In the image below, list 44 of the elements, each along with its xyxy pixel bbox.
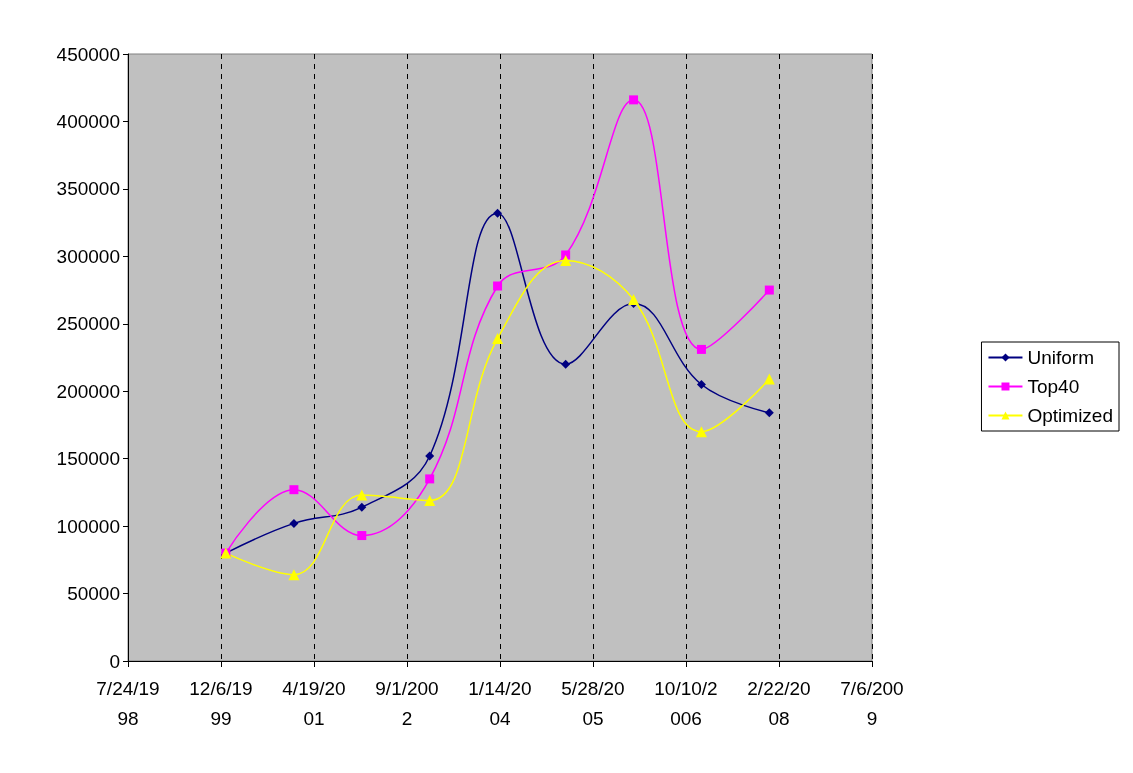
- y-tick-label: 400000: [56, 110, 120, 132]
- point: [493, 281, 503, 291]
- point: [492, 333, 504, 345]
- y-tick-label: 150000: [56, 448, 120, 470]
- point: [763, 373, 775, 385]
- y-tick-label: 300000: [56, 245, 120, 267]
- legend-label: Uniform: [1027, 347, 1094, 368]
- y-tick-label: 450000: [56, 43, 120, 65]
- legend-label: Optimized: [1027, 405, 1113, 426]
- point: [696, 379, 706, 389]
- y-tick-label: 250000: [56, 313, 120, 335]
- x-tick-label: 1/14/2004: [468, 677, 532, 729]
- point: [695, 426, 707, 438]
- x-tick-label: 10/10/2006: [654, 677, 718, 729]
- point: [764, 285, 774, 295]
- y-tick-label: 50000: [67, 583, 120, 605]
- x-tick-label: 7/6/2009: [840, 677, 904, 729]
- point: [425, 474, 435, 484]
- x-tick-label: 4/19/2001: [282, 677, 346, 729]
- point: [424, 494, 436, 506]
- point: [629, 95, 639, 105]
- x-tick-label: 7/24/1998: [96, 677, 160, 729]
- y-tick-label: 350000: [56, 178, 120, 200]
- point: [289, 518, 299, 528]
- point: [764, 408, 774, 418]
- point: [356, 489, 368, 501]
- x-tick-label: 2/22/2008: [747, 677, 811, 729]
- point: [357, 502, 367, 512]
- point: [357, 531, 367, 541]
- y-tick-label: 0: [109, 650, 120, 672]
- legend-label: Top40: [1027, 376, 1080, 397]
- y-tick-label: 100000: [56, 515, 120, 537]
- point: [288, 569, 300, 581]
- y-tick-label: 200000: [56, 380, 120, 402]
- point: [696, 344, 706, 354]
- x-tick-label: 5/28/2005: [561, 677, 625, 729]
- point: [425, 451, 435, 461]
- point: [493, 208, 503, 218]
- x-tick-label: 9/1/2002: [375, 677, 439, 729]
- point: [560, 254, 572, 266]
- point: [289, 485, 299, 495]
- x-tick-label: 12/6/1999: [189, 677, 253, 729]
- point: [628, 294, 640, 305]
- point: [561, 359, 571, 369]
